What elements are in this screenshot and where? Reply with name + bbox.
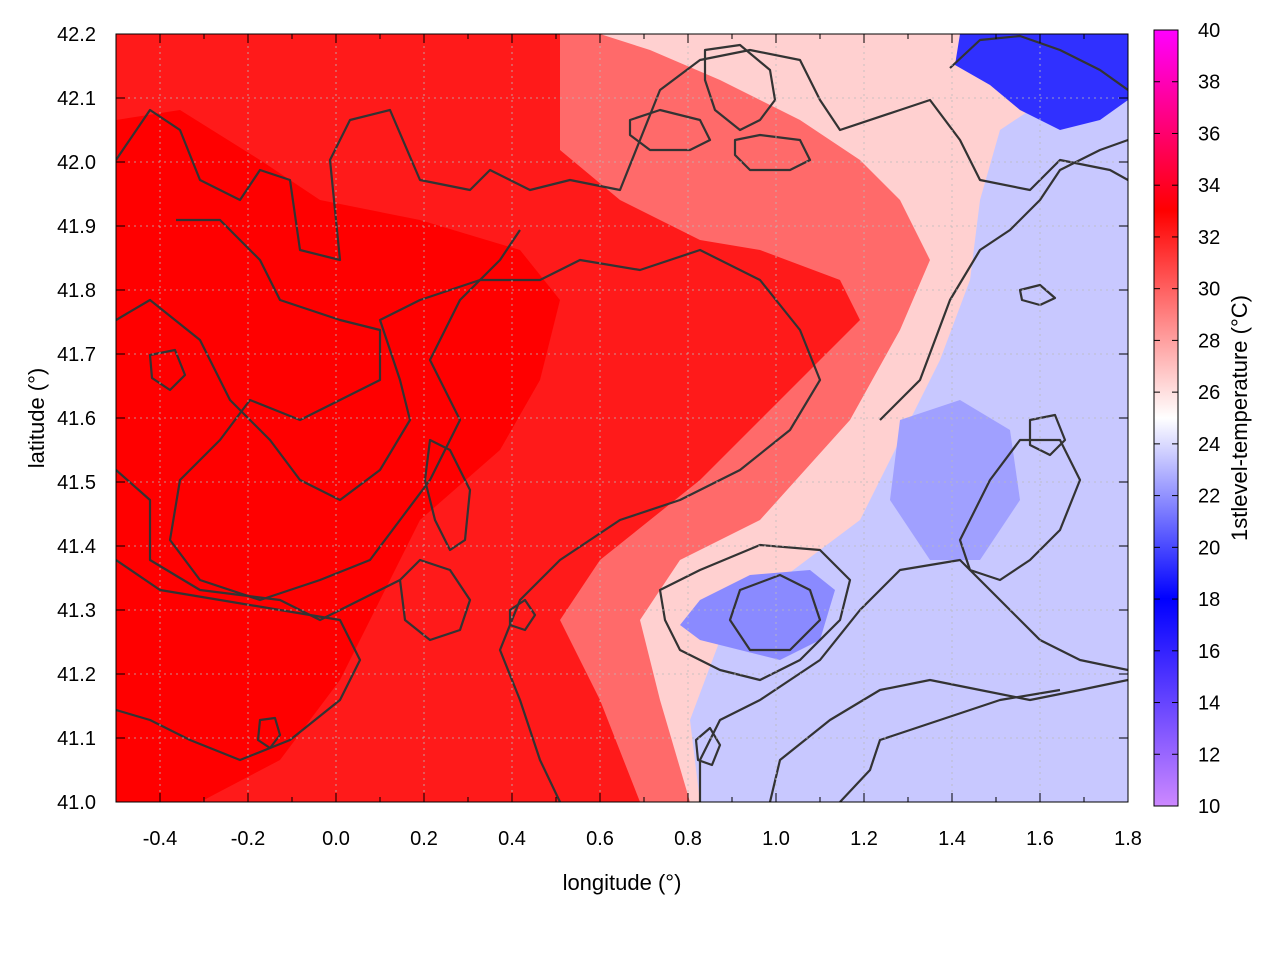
- y-axis-title: latitude (°): [24, 368, 49, 469]
- x-tick-label: 1.4: [938, 828, 966, 850]
- y-tick-label: 42.0: [57, 152, 96, 174]
- x-tick-label: -0.2: [231, 828, 265, 850]
- x-tick-label: 1.2: [850, 828, 878, 850]
- contour-line: [116, 248, 822, 802]
- heatmap-cool-interior: [890, 400, 1020, 560]
- y-tick-label: 41.7: [57, 344, 96, 366]
- contour-line: [768, 678, 1128, 802]
- colorbar-tick-label: 22: [1198, 486, 1220, 508]
- y-tick-label: 41.2: [57, 664, 96, 686]
- contour-line: [1028, 413, 1067, 457]
- colorbar-tick-label: 32: [1198, 227, 1220, 249]
- colorbar-tick-label: 28: [1198, 330, 1220, 352]
- x-axis-title: longitude (°): [563, 870, 682, 895]
- contour-line: [698, 558, 1128, 802]
- heatmap-cool-basin: [680, 570, 835, 660]
- y-tick-label: 41.6: [57, 408, 96, 430]
- y-tick-label: 42.1: [57, 88, 96, 110]
- contour-lines: [116, 34, 1128, 802]
- contour-line: [116, 469, 401, 622]
- colorbar-tick-label: 20: [1198, 537, 1220, 559]
- colorbar-tick-label: 12: [1198, 744, 1220, 766]
- y-tick-label: 41.8: [57, 280, 96, 302]
- x-tick-label: 0.0: [322, 828, 350, 850]
- colorbar-gradient: [1153, 29, 1179, 807]
- contour-line: [508, 598, 537, 632]
- colorbar-tick-label: 18: [1198, 589, 1220, 611]
- x-tick-label: -0.4: [143, 828, 177, 850]
- colorbar-ticks: 10 12 14 16 18 20 22 24 26 28 30 32 34 36 38 40: [1154, 20, 1220, 818]
- y-tick-label: 41.3: [57, 600, 96, 622]
- colorbar-tick-label: 14: [1198, 693, 1220, 715]
- x-tick-label: 0.8: [674, 828, 702, 850]
- x-axis: -0.4 -0.2 0.0 0.2 0.4 0.6 0.8 1.0 1.2 1.4 1.6 1.8: [115, 34, 1142, 850]
- x-tick-label: 0.2: [410, 828, 438, 850]
- colorbar-tick-label: 26: [1198, 382, 1220, 404]
- contour-line: [148, 348, 187, 392]
- contour-line: [733, 133, 812, 172]
- colorbar-tick-label: 10: [1198, 796, 1220, 818]
- x-tick-label: 0.4: [498, 828, 526, 850]
- contour-line: [703, 43, 777, 132]
- contour-line: [839, 688, 1061, 802]
- y-tick-label: 42.2: [57, 24, 96, 46]
- y-tick-label: 41.4: [57, 536, 96, 558]
- x-tick-label: 1.8: [1114, 828, 1142, 850]
- y-tick-label: 41.0: [57, 792, 96, 814]
- contour-line: [168, 218, 521, 602]
- colorbar: 10 12 14 16 18 20 22 24 26 28 30 32 34 36 38 40 1stleve…: [1153, 20, 1252, 818]
- y-tick-label: 41.9: [57, 216, 96, 238]
- x-tick-label: 0.6: [586, 828, 614, 850]
- colorbar-tick-label: 30: [1198, 279, 1220, 301]
- contour-line: [728, 573, 822, 652]
- colorbar-tick-label: 40: [1198, 20, 1220, 42]
- heatmap-hot-core: [116, 110, 560, 802]
- colorbar-tick-label: 24: [1198, 434, 1220, 456]
- contour-line: [694, 726, 722, 767]
- heatmap-cold-corner: [955, 34, 1128, 130]
- y-tick-label: 41.5: [57, 472, 96, 494]
- contour-line: [116, 559, 362, 762]
- contour-line: [1018, 283, 1057, 307]
- colorbar-tick-label: 36: [1198, 123, 1220, 145]
- y-axis: 41.0 41.1 41.2 41.3 41.4 41.5 41.6 41.7 41.8 41.9…: [57, 24, 1128, 814]
- x-tick-label: 1.0: [762, 828, 790, 850]
- contour-line: [879, 138, 1128, 421]
- y-tick-label: 41.1: [57, 728, 96, 750]
- contour-line: [423, 438, 472, 552]
- colorbar-title: 1stlevel-temperature (°C): [1227, 295, 1252, 541]
- colorbar-tick-label: 34: [1198, 175, 1220, 197]
- colorbar-tick-label: 16: [1198, 641, 1220, 663]
- contour-line: [628, 108, 712, 152]
- contour-line: [256, 716, 282, 750]
- x-tick-label: 1.6: [1026, 828, 1054, 850]
- contour-line: [116, 48, 1128, 262]
- colorbar-tick-label: 38: [1198, 72, 1220, 94]
- contour-line: [958, 438, 1082, 582]
- contour-line: [398, 558, 472, 642]
- contour-line: [658, 543, 852, 682]
